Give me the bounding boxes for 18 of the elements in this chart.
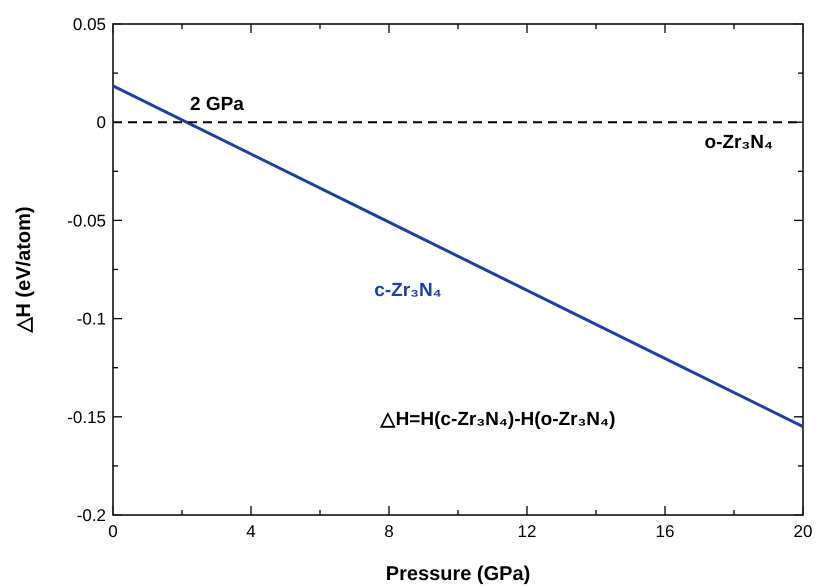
x-tick-label: 4 <box>246 522 256 541</box>
x-tick-label: 0 <box>108 522 118 541</box>
y-tick-label: 0 <box>96 113 106 132</box>
annotation: 2 GPa <box>190 94 244 116</box>
series-label: o-Zr₃N₄ <box>704 132 773 154</box>
x-tick-label: 20 <box>794 522 812 541</box>
y-tick-label: -0.15 <box>67 408 106 427</box>
y-axis-title: △H (eV/atom) <box>13 206 35 334</box>
y-tick-label: -0.2 <box>76 506 106 525</box>
x-axis-title: Pressure (GPa) <box>386 563 530 585</box>
x-tick-label: 8 <box>384 522 394 541</box>
y-tick-label: -0.1 <box>76 310 106 329</box>
x-tick-label: 12 <box>518 522 536 541</box>
y-tick-label: -0.05 <box>67 211 106 230</box>
annotation: △H=H(c-Zr₃N₄)-H(o-Zr₃N₄) <box>380 409 616 430</box>
series-label: c-Zr₃N₄ <box>374 280 442 302</box>
x-tick-label: 16 <box>656 522 674 541</box>
y-tick-label: 0.05 <box>72 14 106 34</box>
